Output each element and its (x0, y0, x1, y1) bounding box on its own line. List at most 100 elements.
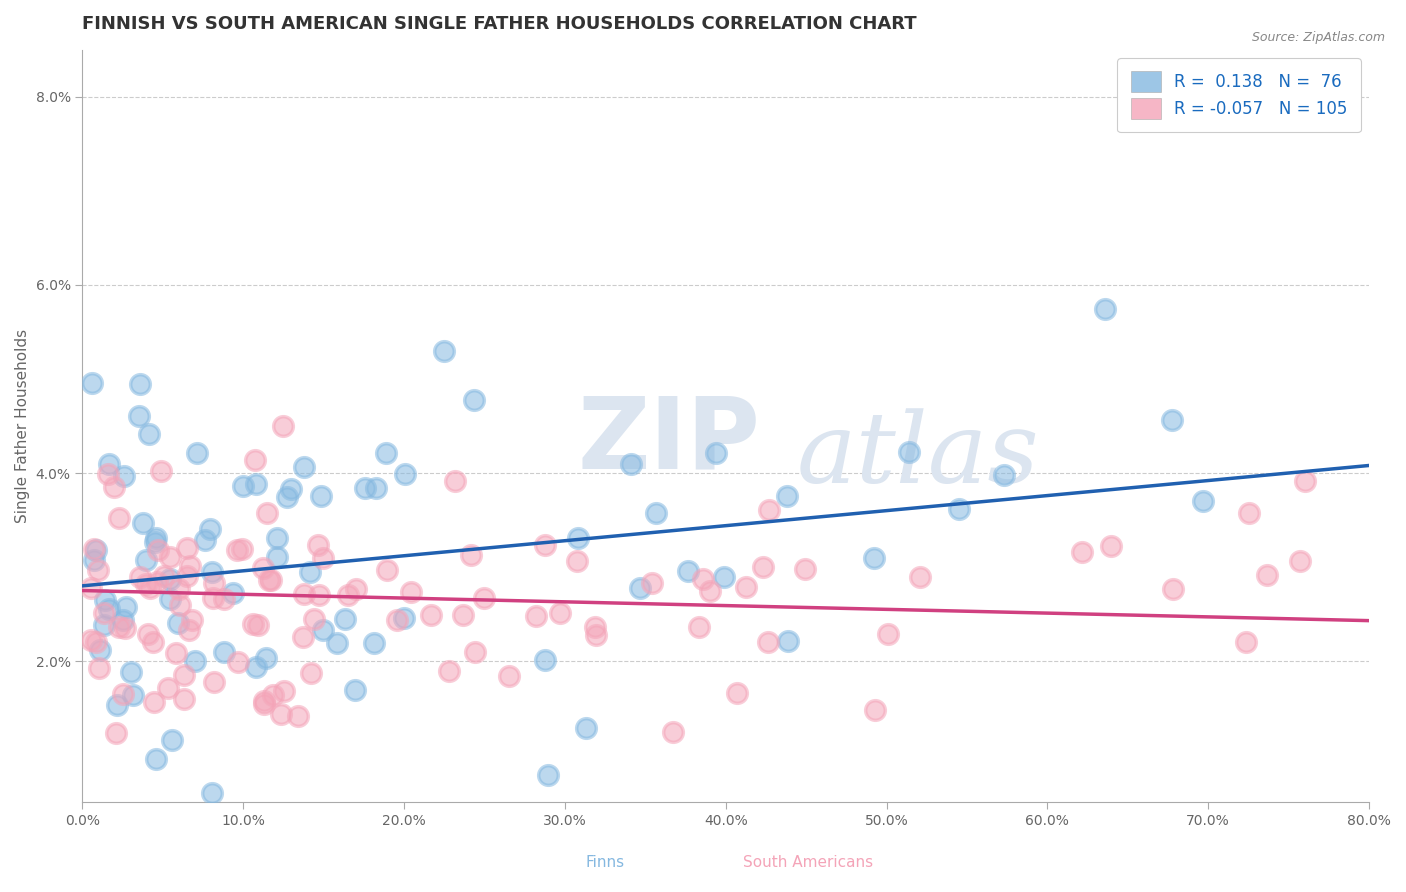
Point (145, 752, 167, 766)
Point (299, 666, 322, 681)
Point (179, 624, 201, 638)
Point (343, 682, 366, 697)
Point (162, 733, 184, 747)
Point (146, 575, 169, 590)
Point (142, 634, 165, 648)
Point (363, 636, 385, 650)
Point (176, 569, 198, 583)
Point (120, 665, 142, 679)
Point (165, 646, 187, 660)
Point (212, 645, 235, 659)
Point (897, 444, 920, 458)
Legend: R =  0.138   N =  76, R = -0.057   N = 105: R = 0.138 N = 76, R = -0.057 N = 105 (1118, 58, 1361, 132)
Point (1234, 635, 1257, 649)
Point (202, 675, 225, 690)
Point (135, 577, 157, 591)
Point (253, 694, 276, 708)
Point (567, 532, 589, 546)
Point (214, 592, 236, 607)
Point (254, 651, 277, 665)
Point (247, 618, 270, 632)
Point (245, 659, 267, 673)
Point (186, 446, 208, 460)
Point (173, 691, 195, 706)
Point (1294, 474, 1316, 488)
Point (676, 564, 699, 578)
Point (257, 573, 280, 587)
Point (146, 543, 169, 558)
Point (692, 572, 714, 586)
Point (252, 561, 274, 575)
Point (266, 531, 288, 545)
Point (111, 613, 134, 627)
Point (399, 585, 422, 599)
Point (948, 502, 970, 516)
Point (751, 559, 773, 574)
Point (273, 683, 295, 698)
Point (640, 576, 662, 591)
Point (863, 550, 886, 565)
Point (524, 608, 547, 623)
Point (271, 419, 294, 434)
Point (105, 725, 128, 739)
Point (1071, 544, 1094, 558)
Point (344, 582, 367, 597)
Point (583, 620, 606, 634)
Point (630, 581, 652, 595)
Point (302, 612, 325, 626)
Point (253, 697, 276, 711)
Point (375, 445, 398, 459)
Point (725, 685, 748, 699)
Point (262, 688, 284, 702)
Point (444, 474, 467, 488)
Point (242, 616, 264, 631)
Point (451, 607, 474, 622)
Point (201, 565, 224, 579)
Point (270, 706, 292, 721)
Point (194, 533, 217, 547)
Point (112, 469, 135, 483)
Y-axis label: Single Father Households: Single Father Households (15, 329, 30, 523)
Point (98, 457, 121, 471)
Point (311, 550, 333, 565)
Point (908, 570, 931, 584)
Point (394, 467, 416, 481)
Point (993, 467, 1015, 482)
Point (735, 580, 758, 594)
Point (620, 458, 643, 472)
Point (366, 481, 388, 495)
Point (114, 621, 136, 635)
Point (794, 562, 817, 576)
Point (713, 569, 735, 583)
Point (463, 392, 485, 407)
Point (756, 635, 779, 649)
Point (93, 593, 115, 607)
Point (292, 587, 315, 601)
Point (142, 695, 165, 709)
Point (375, 563, 398, 577)
Point (392, 611, 415, 625)
Point (139, 581, 162, 595)
Point (97, 602, 120, 616)
Point (280, 482, 302, 496)
Point (1160, 413, 1182, 427)
Point (108, 511, 131, 525)
Point (112, 688, 135, 702)
Point (87, 661, 110, 675)
Point (385, 613, 408, 627)
Point (201, 786, 224, 800)
Point (325, 636, 347, 650)
Point (80, 581, 103, 595)
Point (585, 627, 607, 641)
Point (308, 588, 330, 602)
Point (533, 539, 555, 553)
Point (292, 630, 315, 644)
Point (498, 668, 520, 682)
Point (704, 446, 727, 460)
Point (122, 688, 145, 702)
Point (222, 586, 245, 600)
Point (662, 725, 685, 739)
Point (83, 541, 105, 556)
Point (266, 550, 288, 565)
Point (433, 343, 456, 358)
